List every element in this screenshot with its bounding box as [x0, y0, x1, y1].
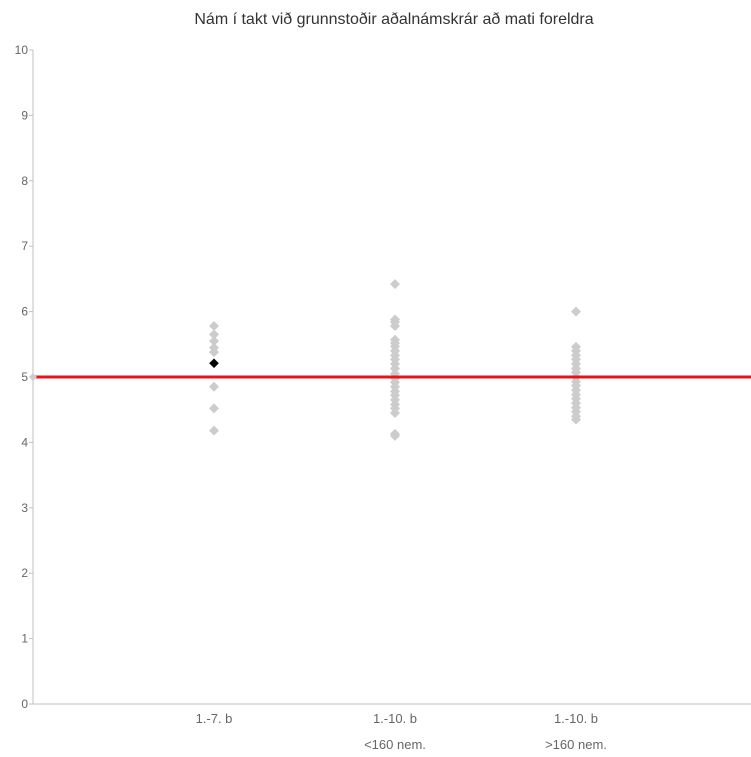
data-point: [390, 363, 400, 374]
data-point: [209, 403, 219, 414]
data-point: [209, 347, 219, 358]
y-tick-label: 9: [21, 108, 28, 122]
axis-layer: 0 1 2 3 4 5 6 7 8 9 10 1.-7. b 1.-10. b <160 nem. 1.-1…: [15, 43, 751, 752]
x-category-label: 1.-7. b: [196, 711, 233, 726]
data-point: [209, 336, 219, 347]
data-point: [209, 320, 219, 331]
x-category-sublabel: >160 nem.: [545, 737, 607, 752]
reference-marker: [29, 373, 37, 381]
data-point: [390, 320, 400, 331]
data-point: [209, 329, 219, 340]
y-tick-label: 4: [21, 435, 28, 449]
data-point: [571, 414, 581, 425]
data-point: [209, 381, 219, 392]
y-tick-label: 10: [15, 43, 29, 57]
data-point: [390, 407, 400, 418]
data-point: [209, 425, 219, 436]
highlight-layer: [207, 357, 221, 370]
y-tick-label: 3: [21, 501, 28, 515]
points-layer: [209, 279, 581, 441]
y-tick-label: 7: [21, 239, 28, 253]
y-tick-label: 2: [21, 566, 28, 580]
highlighted-point: [207, 357, 221, 370]
y-tick-label: 1: [21, 632, 28, 646]
x-category-sublabel: <160 nem.: [364, 737, 426, 752]
x-category-label: 1.-10. b: [373, 711, 417, 726]
y-tick-label: 8: [21, 174, 28, 188]
data-point: [390, 430, 400, 441]
y-tick-label: 0: [21, 697, 28, 711]
x-category-label: 1.-10. b: [554, 711, 598, 726]
data-point: [571, 306, 581, 317]
data-point: [390, 279, 400, 290]
y-tick-label: 6: [21, 305, 28, 319]
chart-title: Nám í takt við grunnstoðir aðalnámskrár …: [194, 11, 593, 28]
y-tick-label: 5: [21, 370, 28, 384]
reference-layer: [29, 373, 751, 381]
